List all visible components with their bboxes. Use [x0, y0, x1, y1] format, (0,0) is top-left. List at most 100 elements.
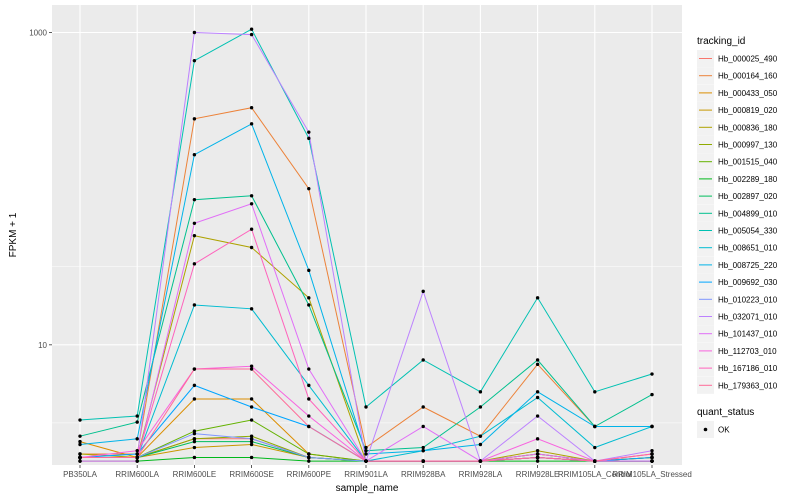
- data-point-Hb_008651_010-8: [535, 395, 540, 400]
- x-tick-label: RRIM600SE: [229, 470, 273, 479]
- data-point-Hb_001515_040-3: [249, 418, 254, 422]
- data-point-Hb_000433_050-0: [78, 439, 82, 444]
- data-point-Hb_032071_010-3: [249, 32, 254, 37]
- data-point-Hb_005054_330-2: [192, 58, 197, 63]
- x-tick-label: RRIM600LA: [115, 470, 159, 479]
- data-point-Hb_179363_010-3: [249, 367, 254, 371]
- data-point-Hb_005054_330-1: [135, 414, 139, 418]
- legend-label: Hb_002289_180: [718, 175, 778, 184]
- data-point-Hb_008725_220-10: [650, 424, 654, 429]
- legend-label: Hb_167186_010: [718, 364, 778, 373]
- data-point-Hb_010223_010-2: [192, 431, 197, 436]
- y-tick-label: 1000: [29, 28, 47, 37]
- data-point-Hb_005054_330-6: [421, 358, 425, 362]
- data-point-Hb_000836_180-2: [192, 233, 197, 238]
- data-point-Hb_002289_180-3: [249, 455, 254, 460]
- data-point-Hb_101437_010-4: [307, 367, 311, 371]
- x-tick-label: RRIM600PE: [287, 470, 331, 479]
- data-point-Hb_004899_010-6: [421, 445, 425, 450]
- data-point-Hb_167186_010-4: [307, 397, 311, 401]
- x-axis-title: sample_name: [336, 483, 399, 494]
- legend-label: Hb_000836_180: [718, 123, 778, 132]
- data-point-Hb_000164_160-8: [535, 362, 540, 367]
- legend-label: Hb_112703_010: [718, 347, 777, 356]
- data-point-Hb_002289_180-2: [192, 455, 197, 460]
- legend-label: Hb_009692_030: [718, 278, 778, 287]
- x-axis: PB350LA RRIM600LA RRIM600LE RRIM600SE RRIM60…: [63, 465, 692, 479]
- data-point-Hb_005054_330-4: [307, 136, 311, 141]
- data-point-Hb_008725_220-5: [364, 452, 368, 456]
- data-point-Hb_004899_010-2: [192, 197, 197, 202]
- data-point-Hb_032071_010-4: [307, 130, 311, 134]
- data-point-Hb_008725_220-1: [135, 437, 139, 441]
- x-tick-label: RRIM600LE: [173, 470, 217, 479]
- data-point-Hb_002289_180-8: [535, 459, 540, 463]
- data-point-Hb_008725_220-2: [192, 152, 197, 157]
- data-point-Hb_000819_020-3: [249, 442, 254, 447]
- y-tick-label: 10: [38, 341, 47, 350]
- legend-label: Hb_000997_130: [718, 141, 778, 150]
- data-point-Hb_004899_010-1: [135, 420, 139, 424]
- data-point-Hb_008725_220-3: [249, 122, 254, 126]
- shape-legend-label: OK: [718, 426, 730, 435]
- data-point-Hb_004899_010-10: [650, 392, 654, 397]
- data-point-Hb_179363_010-4: [307, 424, 311, 429]
- data-point-Hb_005054_330-7: [478, 390, 483, 394]
- data-point-Hb_009692_030-2: [192, 383, 197, 388]
- shape-legend-title: quant_status: [697, 407, 754, 418]
- shape-key-point: [703, 427, 708, 432]
- data-point-Hb_008725_220-8: [535, 390, 540, 394]
- legend-label: Hb_001515_040: [718, 158, 778, 167]
- data-point-Hb_000164_160-3: [249, 105, 254, 110]
- x-tick-label: RRIM105LA_Stressed: [612, 470, 692, 479]
- data-point-Hb_009692_030-3: [249, 405, 254, 409]
- data-point-Hb_010223_010-4: [307, 455, 311, 460]
- data-point-Hb_000997_130-3: [249, 434, 254, 438]
- data-point-Hb_005054_330-10: [650, 372, 654, 376]
- data-point-Hb_008725_220-9: [593, 424, 597, 429]
- legend-title: tracking_id: [697, 36, 745, 47]
- data-point-Hb_101437_010-6: [421, 424, 425, 429]
- data-point-Hb_101437_010-2: [192, 221, 197, 226]
- data-point-Hb_179363_010-8: [535, 455, 540, 460]
- data-point-Hb_000433_050-3: [249, 397, 254, 401]
- data-point-Hb_101437_010-8: [535, 452, 540, 456]
- data-point-Hb_001515_040-2: [192, 429, 197, 433]
- data-point-Hb_008651_010-2: [192, 303, 197, 307]
- data-point-Hb_008651_010-9: [593, 445, 597, 450]
- legend-label: Hb_000025_490: [718, 55, 778, 64]
- data-point-Hb_002289_180-4: [307, 459, 311, 463]
- legend-label: Hb_004899_010: [718, 209, 778, 218]
- data-point-Hb_002897_020-2: [192, 439, 197, 444]
- x-tick-label: PB350LA: [63, 470, 97, 479]
- data-point-Hb_000836_180-8: [535, 448, 540, 453]
- data-point-Hb_008725_220-0: [78, 442, 82, 447]
- data-point-Hb_179363_010-2: [192, 367, 197, 371]
- data-point-Hb_179363_010-0: [78, 455, 82, 460]
- data-point-Hb_009692_030-1: [135, 452, 139, 456]
- series-points: [78, 27, 654, 463]
- legend-label: Hb_000433_050: [718, 89, 778, 98]
- legend-label: Hb_008651_010: [718, 244, 778, 253]
- data-point-Hb_002897_020-3: [249, 439, 254, 444]
- data-point-Hb_008651_010-3: [249, 307, 254, 311]
- data-point-Hb_005054_330-0: [78, 418, 82, 422]
- data-point-Hb_000164_160-2: [192, 117, 197, 121]
- data-point-Hb_179363_010-7: [478, 459, 483, 463]
- data-point-Hb_004899_010-3: [249, 194, 254, 198]
- data-point-Hb_004899_010-4: [307, 303, 311, 307]
- legend-label: Hb_000164_160: [718, 72, 778, 81]
- data-point-Hb_001515_040-4: [307, 452, 311, 456]
- data-point-Hb_000164_160-5: [364, 445, 368, 450]
- data-point-Hb_000836_180-3: [249, 245, 254, 250]
- data-point-Hb_000997_130-2: [192, 437, 197, 441]
- data-point-Hb_032071_010-10: [650, 448, 654, 453]
- data-point-Hb_179363_010-1: [135, 455, 139, 460]
- plot-panel: [52, 5, 682, 465]
- data-point-Hb_032071_010-8: [535, 414, 540, 418]
- legend-label: Hb_008725_220: [718, 261, 778, 270]
- data-point-Hb_101437_010-10: [650, 459, 654, 463]
- data-point-Hb_008725_220-7: [478, 442, 483, 447]
- data-point-Hb_004899_010-7: [478, 405, 483, 409]
- legend-label: Hb_005054_330: [718, 227, 778, 236]
